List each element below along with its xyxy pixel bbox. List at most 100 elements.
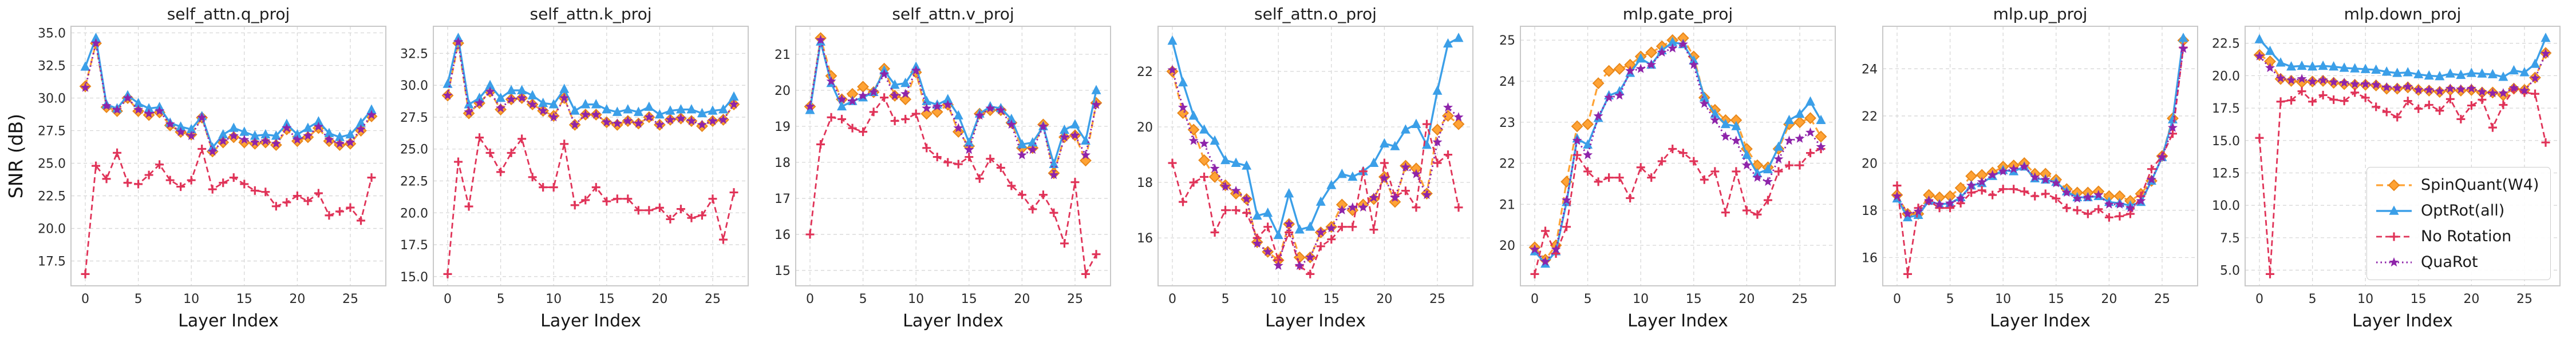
legend-swatch-spinquant	[2376, 179, 2412, 191]
subplot-self-attn-q-proj: self_attn.q_proj 17.5 20.0 22.5 25.0 27.5 30.…	[27, 0, 390, 343]
svg-text:27.5: 27.5	[38, 125, 66, 139]
legend-label: OptRot(all)	[2421, 202, 2505, 220]
legend-item-spinquant: SpinQuant(W4)	[2375, 172, 2542, 198]
svg-text:15.0: 15.0	[400, 270, 428, 285]
svg-text:17.5: 17.5	[2212, 102, 2240, 116]
svg-text:20: 20	[289, 292, 305, 306]
x-axis-label: Layer Index	[2352, 311, 2453, 331]
svg-text:20: 20	[1862, 157, 1878, 171]
plot-area: 15.0 17.5 20.0 22.5 25.0 27.5 30.0 32.5 0 5 10 15 20…	[400, 26, 749, 306]
plot-area: 20 21 22 23 24 25 0 5 10 15 20 25	[1499, 26, 1836, 306]
svg-text:10: 10	[1270, 292, 1286, 306]
svg-text:24: 24	[1862, 62, 1878, 77]
svg-text:17: 17	[775, 192, 791, 206]
svg-text:5: 5	[2309, 292, 2317, 306]
subplot-title: self_attn.v_proj	[892, 5, 1014, 23]
svg-text:25: 25	[1429, 292, 1445, 306]
svg-text:23: 23	[1499, 116, 1515, 130]
svg-text:17.5: 17.5	[400, 238, 428, 253]
svg-text:20.0: 20.0	[38, 222, 66, 237]
svg-text:20: 20	[1739, 292, 1755, 306]
svg-text:0: 0	[1893, 292, 1901, 306]
svg-text:15: 15	[1686, 292, 1702, 306]
svg-text:17.5: 17.5	[38, 255, 66, 269]
svg-text:0: 0	[1168, 292, 1176, 306]
svg-text:24: 24	[1499, 75, 1515, 89]
legend: SpinQuant(W4) OptRot(all) No Rotation Qu…	[2366, 167, 2551, 280]
svg-text:10: 10	[546, 292, 562, 306]
svg-text:30.0: 30.0	[400, 79, 428, 93]
svg-text:0: 0	[1531, 292, 1539, 306]
subplot-mlp-up-proj: mlp.up_proj 16 18 20 22 24 0 5 10 15 20 25 Layer I…	[1839, 0, 2202, 343]
svg-text:10: 10	[2357, 292, 2373, 306]
svg-text:7.5: 7.5	[2220, 232, 2240, 246]
svg-text:5: 5	[1946, 292, 1954, 306]
svg-text:0: 0	[81, 292, 89, 306]
svg-text:10: 10	[1995, 292, 2011, 306]
subplot-title: mlp.down_proj	[2344, 5, 2462, 23]
x-axis-label: Layer Index	[540, 311, 641, 331]
svg-text:25: 25	[1792, 292, 1808, 306]
svg-text:20: 20	[1499, 239, 1515, 253]
svg-text:16: 16	[775, 228, 791, 242]
plot-area: 17.5 20.0 22.5 25.0 27.5 30.0 32.5 35.0 0 5 10 15 20…	[38, 26, 386, 306]
subplot-title: self_attn.o_proj	[1254, 5, 1377, 23]
svg-text:25: 25	[2516, 292, 2532, 306]
svg-text:5: 5	[1222, 292, 1230, 306]
svg-text:15: 15	[775, 264, 791, 278]
svg-text:15: 15	[961, 292, 977, 306]
legend-swatch-quarot	[2376, 257, 2412, 266]
svg-text:18: 18	[775, 156, 791, 170]
y-axis-label: SNR (dB)	[5, 113, 27, 199]
svg-text:18: 18	[1137, 176, 1153, 190]
svg-text:5: 5	[497, 292, 505, 306]
legend-item-quarot: QuaRot	[2375, 249, 2542, 275]
legend-swatch-no-rotation	[2376, 232, 2412, 241]
svg-text:22: 22	[1137, 65, 1153, 79]
svg-text:18: 18	[1862, 204, 1878, 218]
svg-text:10.0: 10.0	[2212, 199, 2240, 213]
svg-text:5: 5	[135, 292, 143, 306]
legend-swatch-optrot	[2376, 205, 2412, 215]
svg-text:0: 0	[2255, 292, 2263, 306]
legend-item-no-rotation: No Rotation	[2375, 224, 2542, 249]
svg-text:10: 10	[183, 292, 199, 306]
svg-text:20: 20	[1376, 292, 1392, 306]
plot-area: 16 18 20 22 0 5 10 15 20 25	[1137, 26, 1473, 306]
plot-area: 15 16 17 18 19 20 21 0 5 10 15 20 25	[775, 26, 1111, 306]
svg-text:32.5: 32.5	[38, 59, 66, 74]
svg-text:10: 10	[908, 292, 924, 306]
legend-label: No Rotation	[2421, 228, 2512, 245]
svg-text:20: 20	[1137, 121, 1153, 135]
svg-text:10: 10	[1633, 292, 1649, 306]
svg-text:20: 20	[651, 292, 667, 306]
svg-text:27.5: 27.5	[400, 111, 428, 125]
subplot-self-attn-v-proj: self_attn.v_proj 15 16 17 18 19 20 21 0 5 10 15 20 2…	[752, 0, 1115, 343]
x-axis-label: Layer Index	[1990, 311, 2091, 331]
subplot-self-attn-o-proj: self_attn.o_proj 16 18 20 22 0 5 10 15 20 25 Laye…	[1115, 0, 1477, 343]
svg-text:15: 15	[236, 292, 252, 306]
x-axis-label: Layer Index	[1627, 311, 1728, 331]
svg-text:20.0: 20.0	[400, 206, 428, 221]
legend-label: QuaRot	[2421, 253, 2478, 271]
svg-text:25.0: 25.0	[38, 157, 66, 172]
svg-text:19: 19	[775, 120, 791, 134]
svg-text:30.0: 30.0	[38, 92, 66, 106]
x-axis-label: Layer Index	[178, 311, 279, 331]
svg-text:0: 0	[444, 292, 452, 306]
svg-text:20.0: 20.0	[2212, 69, 2240, 83]
svg-text:15: 15	[2048, 292, 2064, 306]
svg-text:12.5: 12.5	[2212, 166, 2240, 181]
plot-area: 5.0 7.5 10.0 12.5 15.0 17.5 20.0 22.5 0 5 10 15 20 25	[2212, 26, 2561, 306]
subplot-self-attn-k-proj: self_attn.k_proj 15.0 17.5 20.0 22.5 25.0 27.…	[390, 0, 752, 343]
svg-text:25: 25	[705, 292, 721, 306]
svg-text:22: 22	[1499, 157, 1515, 172]
subplot-mlp-gate-proj: mlp.gate_proj 20 21 22 23 24 25 0 5 10 15 20 25 Lay…	[1477, 0, 1839, 343]
subplot-title: self_attn.q_proj	[167, 5, 290, 23]
subplot-title: mlp.gate_proj	[1622, 5, 1733, 23]
svg-text:21: 21	[775, 48, 791, 62]
svg-text:0: 0	[806, 292, 814, 306]
svg-text:20: 20	[2101, 292, 2117, 306]
svg-text:22.5: 22.5	[38, 190, 66, 204]
svg-text:21: 21	[1499, 198, 1515, 212]
